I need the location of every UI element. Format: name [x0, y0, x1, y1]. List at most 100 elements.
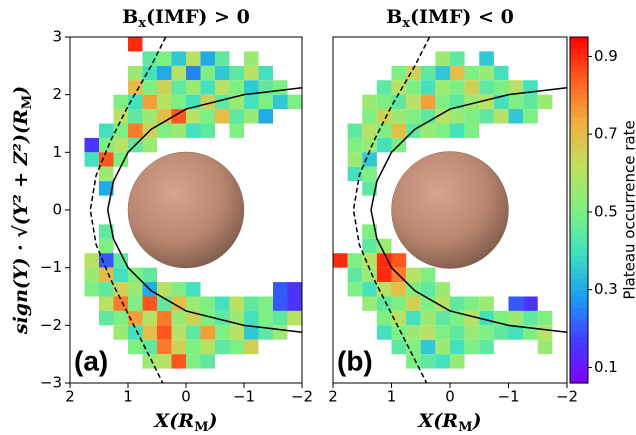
heat-cell — [362, 109, 377, 123]
heat-cell — [143, 138, 158, 152]
heat-cell — [143, 297, 158, 311]
chart-title: Bx(IMF) > 0 — [122, 6, 250, 31]
heat-cell — [99, 253, 114, 267]
x-axis-label-sub: M — [194, 420, 208, 435]
colorbar-slice — [570, 331, 588, 337]
heat-cell — [479, 297, 494, 311]
heat-cell — [259, 297, 274, 311]
colorbar-slice — [570, 337, 588, 343]
heat-cell — [406, 95, 421, 109]
colorbar-slice — [570, 308, 588, 314]
heat-cell — [172, 80, 187, 94]
heat-cell — [377, 253, 392, 267]
x-axis-label-end: ) — [471, 410, 481, 432]
heat-cell — [114, 325, 129, 339]
colorbar-slice — [570, 106, 588, 112]
heat-cell — [494, 109, 509, 123]
heat-cell — [259, 109, 274, 123]
heat-cell — [85, 253, 100, 267]
heat-cell — [421, 354, 436, 368]
colorbar-slice — [570, 360, 588, 366]
heat-cell — [421, 311, 436, 325]
colorbar-slice — [570, 181, 588, 187]
heat-cell — [215, 51, 230, 65]
heat-cell — [523, 109, 538, 123]
heat-cell — [186, 340, 201, 354]
heat-cell — [450, 109, 465, 123]
heat-cell — [85, 138, 100, 152]
heat-cell — [479, 325, 494, 339]
colorbar-slice — [570, 239, 588, 245]
heat-cell — [450, 297, 465, 311]
x-tick-label: 1 — [123, 388, 133, 406]
heat-cell — [406, 268, 421, 282]
heat-cell — [523, 95, 538, 109]
colorbar-slice — [570, 256, 588, 262]
y-tick-label: −2 — [40, 316, 62, 334]
heat-cell — [114, 152, 129, 166]
heat-cell — [465, 80, 480, 94]
heat-cell — [435, 354, 450, 368]
y-tick-label: 0 — [52, 201, 62, 219]
heat-cell — [128, 282, 143, 296]
heat-cell — [244, 66, 259, 80]
mars — [392, 152, 509, 269]
colorbar-slice — [570, 279, 588, 285]
colorbar-slice — [570, 187, 588, 193]
colorbar-slice — [570, 72, 588, 78]
heat-cell — [244, 51, 259, 65]
x-tick-label: −2 — [291, 388, 313, 406]
colorbar-slice — [570, 354, 588, 360]
heat-cell — [186, 354, 201, 368]
heat-cell — [435, 340, 450, 354]
colorbar-slice — [570, 164, 588, 170]
heat-cell — [509, 311, 524, 325]
heat-cell — [348, 282, 363, 296]
x-tick-label: 0 — [181, 388, 191, 406]
colorbar-slice — [570, 83, 588, 89]
heat-cell — [172, 124, 187, 138]
heat-cell — [509, 95, 524, 109]
colorbar-slice — [570, 262, 588, 268]
heat-cell — [99, 311, 114, 325]
heat-cell — [114, 138, 129, 152]
colorbar-slice — [570, 204, 588, 210]
panel-label: (a) — [74, 345, 108, 376]
colorbar-slice — [570, 250, 588, 256]
chart-title-main: B — [386, 6, 402, 28]
heat-cell — [85, 282, 100, 296]
chart-title-end: (IMF) < 0 — [410, 6, 514, 28]
x-tick-label: −2 — [556, 388, 578, 406]
colorbar-slice — [570, 222, 588, 228]
colorbar-slice — [570, 291, 588, 297]
colorbar-label: Plateau occurrence rate — [621, 120, 636, 299]
colorbar-slice — [570, 320, 588, 326]
colorbar-slice — [570, 216, 588, 222]
heat-cell — [362, 253, 377, 267]
heat-cell — [157, 340, 172, 354]
heat-cell — [421, 95, 436, 109]
heat-cell — [435, 282, 450, 296]
heat-cell — [538, 340, 553, 354]
colorbar-slice — [570, 325, 588, 331]
heat-cell — [201, 51, 216, 65]
heat-cell — [186, 297, 201, 311]
y-axis-label-sub: M — [20, 95, 35, 109]
heat-cell — [435, 124, 450, 138]
heat-cell — [244, 95, 259, 109]
heat-cell — [172, 325, 187, 339]
heat-cell — [523, 311, 538, 325]
colorbar-slice — [570, 100, 588, 106]
heat-cell — [273, 297, 288, 311]
heat-cell — [362, 167, 377, 181]
heat-cell — [186, 325, 201, 339]
chart-title: Bx(IMF) < 0 — [386, 6, 514, 31]
heat-cell — [157, 325, 172, 339]
heat-cell — [392, 282, 407, 296]
y-tick-label: −3 — [40, 374, 62, 392]
heat-cell — [377, 325, 392, 339]
colorbar-slice — [570, 285, 588, 291]
chart-title-end: (IMF) > 0 — [146, 6, 250, 28]
heat-cell — [450, 340, 465, 354]
x-tick-label: −1 — [497, 388, 519, 406]
